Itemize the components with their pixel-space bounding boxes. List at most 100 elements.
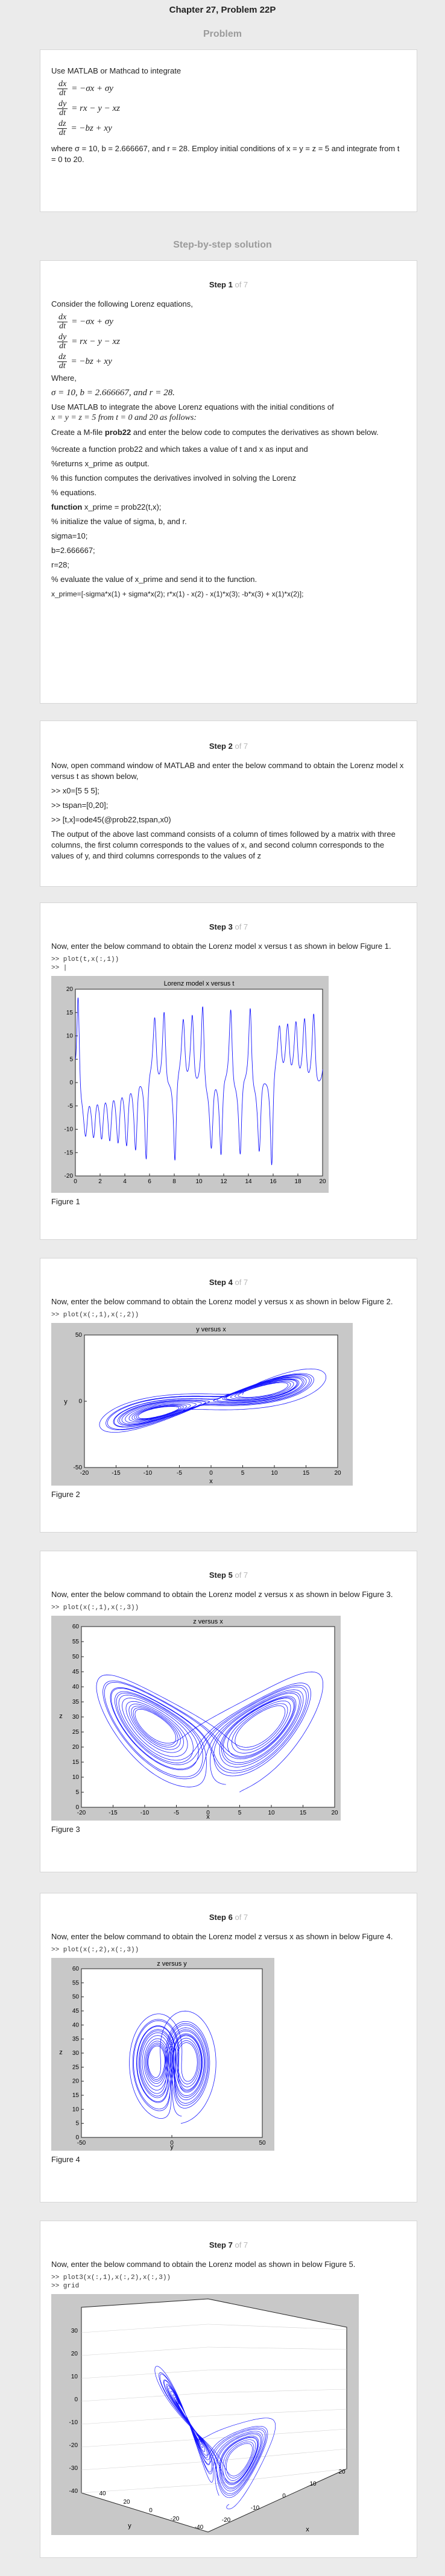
y-tick-label: 35	[72, 1699, 80, 1705]
grid-line	[81, 2438, 209, 2448]
y-tick-label: 5	[75, 2121, 79, 2127]
y-tick-label: 0	[149, 2507, 153, 2514]
grid-line	[81, 2346, 209, 2356]
x-tick-label: 18	[294, 1178, 301, 1185]
x-tick-label: 2	[98, 1178, 102, 1185]
y-tick-label: 50	[72, 1994, 80, 2001]
grid-line	[207, 2448, 347, 2462]
y-tick-label: 50	[75, 1332, 83, 1339]
step-4-text: Now, enter the below command to obtain t…	[51, 1297, 393, 1306]
y-tick-label: 60	[72, 1966, 80, 1972]
z-vs-y-series	[129, 2010, 216, 2124]
x-tick-label: 20	[338, 2469, 346, 2475]
figure-3-plot: z versus x x z -20 -15 -10 -5 0 5 10 15 20 0 5 10 15…	[51, 1616, 341, 1821]
y-tick-label: -50	[74, 1465, 83, 1471]
z-tick-label: -20	[69, 2442, 78, 2449]
x-tick-label: 5	[241, 1470, 245, 1477]
y-tick-label: 15	[72, 2092, 80, 2099]
step-6-code: >> plot(x(:,2),x(:,3))	[51, 1946, 139, 1954]
x-tick-label: -10	[140, 1810, 150, 1816]
figure-4-caption: Figure 4	[51, 2155, 80, 2164]
x-tick-label: -5	[177, 1470, 182, 1477]
figure-2-caption: Figure 2	[51, 1490, 80, 1499]
x-tick-label: -15	[109, 1810, 118, 1816]
problem-card: Use MATLAB or Mathcad to integrate dx dt …	[40, 49, 417, 212]
z-tick-label: 30	[71, 2328, 78, 2334]
command-line: >> x0=[5 5 5];	[51, 786, 99, 795]
step-3-code: >> plot(t,x(:,1)) >> |	[51, 956, 119, 972]
x-tick-label: 4	[123, 1178, 127, 1185]
y-tick-label: 15	[66, 1010, 74, 1016]
step-4-heading: Step 4 of 7	[209, 1278, 248, 1287]
y-tick-label: 55	[72, 1980, 80, 1986]
figure-3-caption: Figure 3	[51, 1825, 80, 1834]
step-1-use-b: x = y = z = 5 from t = 0 and 20 as follo…	[51, 413, 197, 422]
code-line: b=2.666667;	[51, 546, 95, 555]
code-line: % equations.	[51, 488, 97, 497]
step-1-heading: Step 1 of 7	[209, 280, 248, 289]
y-tick-label: 25	[72, 2064, 80, 2071]
x-tick-label: 5	[238, 1810, 242, 1816]
problem-equation-2: dy dt = rx − y − xz	[57, 99, 120, 117]
plot-title: z versus y	[157, 1960, 187, 1968]
step-7-card: Step 7 of 7 Now, enter the below command…	[40, 2221, 417, 2558]
figure-1-plot: Lorenz model x versus t 0 2 4 6 8 10 12 14 16 18 2…	[51, 976, 329, 1193]
x-tick-label: -20	[80, 1470, 89, 1477]
y-tick-label: 20	[66, 986, 74, 993]
solution-header: Step-by-step solution	[173, 240, 272, 250]
code-line: function x_prime = prob22(t,x);	[51, 502, 162, 511]
x-tick-label: 12	[220, 1178, 227, 1185]
y-tick-label: 55	[72, 1639, 80, 1645]
x-tick-label: 15	[303, 1470, 310, 1477]
step-7-heading: Step 7 of 7	[209, 2240, 248, 2249]
z-tick-label: -40	[69, 2488, 78, 2495]
problem-equation-1: dx dt = −σx + σy	[57, 80, 113, 98]
code-line: % evaluate the value of x_prime and send…	[51, 575, 257, 584]
step-1-equation-3: dz dt = −bz + xy	[57, 352, 112, 370]
y-tick-label: 10	[72, 2106, 80, 2113]
plot-title: Lorenz model x versus t	[164, 980, 235, 987]
command-line: >> tspan=[0,20];	[51, 801, 109, 810]
x-tick-label: 50	[259, 2140, 266, 2146]
page-title: Chapter 27, Problem 22P	[169, 5, 276, 15]
code-line: %returns x_prime as output.	[51, 459, 150, 468]
code-line: % this function computes the derivatives…	[51, 474, 297, 483]
x-tick-label: 14	[245, 1178, 252, 1185]
grid-line	[207, 2369, 347, 2371]
step-5-heading: Step 5 of 7	[209, 1571, 248, 1580]
y-tick-label: 45	[72, 2008, 80, 2015]
y-tick-label: 50	[72, 1654, 80, 1660]
z-tick-label: 20	[71, 2351, 78, 2357]
3d-trajectory-series	[154, 2366, 276, 2510]
plot-area	[75, 989, 323, 1177]
x-tick-label: 20	[319, 1178, 326, 1185]
step-3-heading: Step 3 of 7	[209, 922, 248, 931]
x-tick-label: 10	[268, 1810, 275, 1816]
y-axis-label: z	[59, 2049, 63, 2056]
step-5-card: Step 5 of 7 Now, enter the below command…	[40, 1551, 417, 1872]
code-line: %create a function prob22 and which take…	[51, 445, 308, 454]
problem-header: Problem	[203, 29, 242, 39]
y-tick-label: 0	[78, 1398, 82, 1405]
y-tick-label: 30	[72, 2050, 80, 2057]
step-1-equation-2: dy dt = rx − y − xz	[57, 333, 120, 351]
grid-line	[207, 2409, 347, 2416]
step-1-equation-1: dx dt = −σx + σy	[57, 313, 113, 331]
step-3-text: Now, enter the below command to obtain t…	[51, 942, 391, 951]
y-tick-label: 0	[75, 2134, 79, 2141]
step-2-card: Step 2 of 7 Now, open command window of …	[40, 721, 417, 887]
y-tick-label: 45	[72, 1669, 80, 1675]
y-tick-label: 5	[69, 1056, 73, 1063]
step-5-code: >> plot(x(:,1),x(:,3))	[51, 1604, 139, 1612]
code-line: % initialize the value of sigma, b, and …	[51, 517, 187, 526]
y-tick-label: -15	[65, 1149, 74, 1156]
y-tick-label: 40	[72, 2022, 80, 2028]
z-tick-label: -10	[69, 2419, 78, 2426]
x-tick-label: 10	[271, 1470, 278, 1477]
y-tick-label: 60	[72, 1624, 80, 1630]
y-tick-label: 20	[72, 2078, 80, 2085]
x-tick-label: -10	[251, 2505, 260, 2512]
step-3-card: Step 3 of 7 Now, enter the below command…	[40, 902, 417, 1240]
figure-5-plot: -40 -30 -20 -10 0 10 20 30 -20 -10 0 10 20 -40 -20 0 20 4…	[51, 2294, 359, 2535]
x-tick-label: 0	[206, 1810, 210, 1816]
